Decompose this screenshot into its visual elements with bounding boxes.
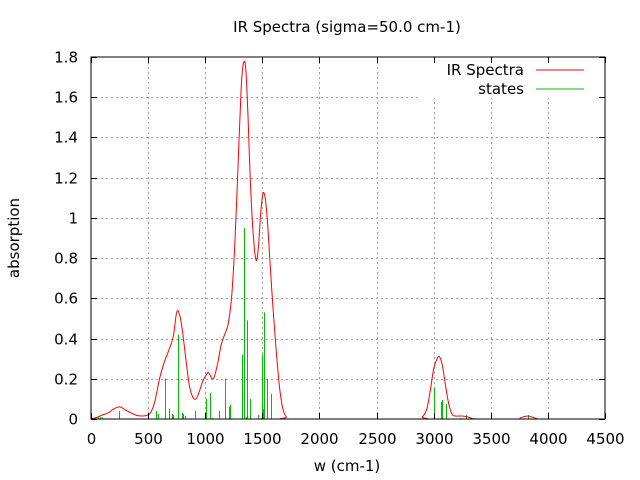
y-tick-label: 1.8 [54,49,78,67]
y-tick-label: 1 [68,210,78,228]
x-tick-label: 3000 [415,430,453,448]
x-tick-label: 1500 [243,430,281,448]
plot-border [90,56,606,420]
ir-spectra-series [90,60,605,420]
x-axis-label: w (cm-1) [314,457,381,475]
y-axis-label: absorption [5,198,23,278]
legend: IR Spectra states [447,61,584,98]
x-tick-label: 2500 [358,430,396,448]
legend-background [418,60,602,98]
y-tick-label: 0.6 [54,290,78,308]
y-tick-label: 1.6 [54,89,78,107]
y-tick-label: 1.4 [54,129,78,147]
x-tick-label: 500 [134,430,163,448]
y-tick-label: 0.2 [54,371,78,389]
x-tick-label: 2000 [300,430,338,448]
x-tick-label: 3500 [472,430,510,448]
legend-label-ir-spectra: IR Spectra [447,61,524,79]
y-tick-label: 0.4 [54,331,78,349]
ticks: 0 500 1000 1500 2000 2500 3000 3500 4000 4500 0 0.2… [54,49,624,449]
chart-title: IR Spectra (sigma=50.0 cm-1) [233,18,461,36]
ir-spectra-line [90,60,605,420]
y-tick-label: 1.2 [54,170,78,188]
x-tick-label: 4500 [586,430,624,448]
grid [91,57,605,419]
x-tick-label: 0 [87,430,97,448]
legend-label-states: states [478,80,524,98]
y-tick-label: 0.8 [54,250,78,268]
states-series [94,227,529,419]
y-tick-label: 0 [68,411,78,429]
x-tick-label: 4000 [529,430,567,448]
x-tick-label: 1000 [186,430,224,448]
